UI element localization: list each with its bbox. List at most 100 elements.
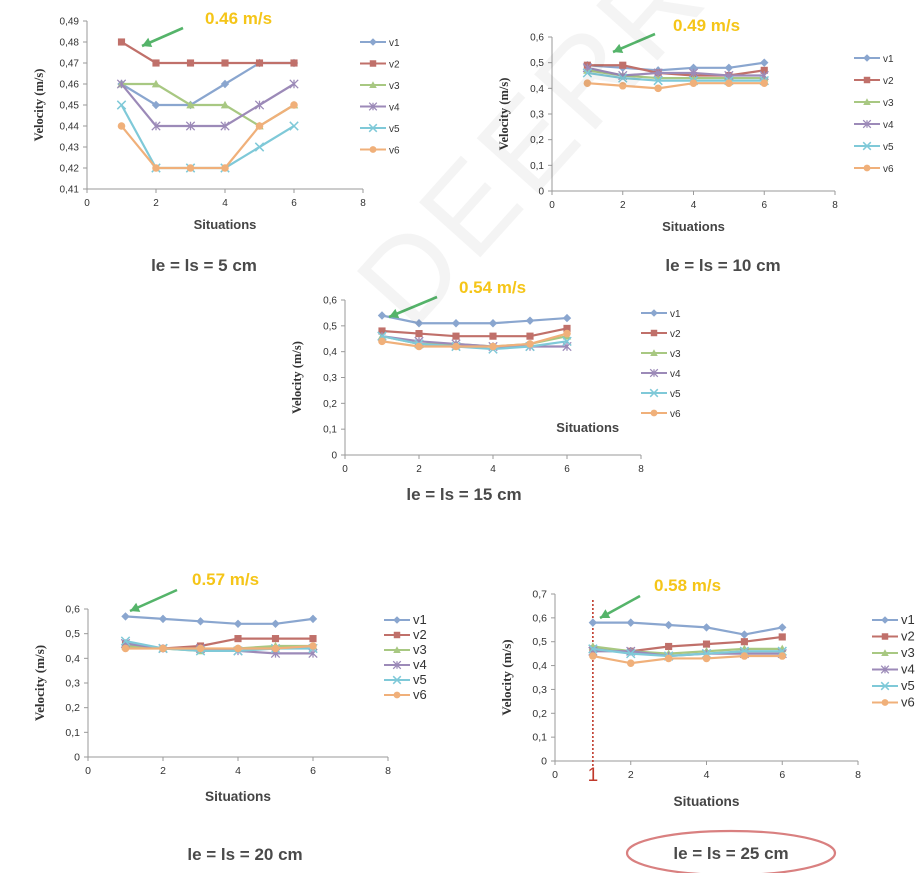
data-point bbox=[588, 642, 598, 650]
chart-caption: le = ls = 5 cm bbox=[151, 256, 257, 275]
legend-label: v1 bbox=[413, 612, 427, 627]
data-point bbox=[778, 623, 787, 632]
data-point bbox=[221, 164, 229, 172]
data-point bbox=[415, 330, 423, 338]
data-point bbox=[626, 618, 635, 627]
x-tick-label: 4 bbox=[704, 769, 710, 781]
data-point bbox=[451, 319, 461, 328]
x-tick-label: 4 bbox=[222, 198, 228, 209]
y-tick-label: 0,1 bbox=[532, 732, 547, 744]
series-line bbox=[592, 621, 783, 636]
x-tick-label: 8 bbox=[832, 200, 838, 211]
series-line bbox=[381, 335, 568, 351]
legend-item: v4 bbox=[641, 368, 681, 380]
y-tick-label: 0,4 bbox=[65, 653, 80, 665]
legend-label: v3 bbox=[670, 349, 681, 360]
series-v6 bbox=[117, 101, 298, 172]
y-tick-label: 0,49 bbox=[60, 17, 80, 28]
data-point bbox=[618, 73, 628, 83]
legend-label: v2 bbox=[883, 76, 894, 87]
chart-panel: 0 0,1 0,2 0,3 0,4 0,5 0,6 0 2 4 6 8 Velocity (m/s) Si… bbox=[497, 16, 894, 275]
legend-label: v1 bbox=[670, 309, 681, 320]
data-point bbox=[618, 81, 627, 90]
x-tick-label: 2 bbox=[416, 464, 422, 475]
data-point bbox=[740, 630, 749, 639]
legend-swatch-marker bbox=[369, 60, 377, 67]
legend-label: v5 bbox=[883, 142, 894, 153]
x-tick-label: 8 bbox=[360, 198, 366, 209]
annotation-arrowhead bbox=[142, 37, 153, 47]
chart-caption: le = ls = 20 cm bbox=[187, 845, 302, 864]
data-point bbox=[378, 327, 386, 335]
legend-swatch-marker bbox=[368, 123, 378, 133]
legend-swatch-marker bbox=[863, 164, 871, 172]
data-point bbox=[562, 336, 572, 347]
data-point bbox=[525, 316, 535, 325]
y-axis-label: Velocity (m/s) bbox=[32, 645, 47, 721]
legend-swatch-marker bbox=[368, 102, 378, 111]
chart-panel: 0 0,1 0,2 0,3 0,4 0,5 0,6 0 2 4 6 8 Velocity (m/s) Si… bbox=[32, 570, 427, 864]
series-v1 bbox=[588, 618, 787, 639]
x-tick-label: 8 bbox=[385, 765, 391, 777]
legend-swatch-marker bbox=[650, 349, 658, 357]
y-tick-label: 0,2 bbox=[532, 708, 547, 720]
legend-swatch-marker bbox=[393, 631, 401, 639]
legend-swatch-marker bbox=[881, 649, 889, 657]
data-point bbox=[415, 342, 423, 351]
data-point bbox=[121, 644, 130, 653]
data-point bbox=[308, 614, 318, 624]
annotation-arrowhead bbox=[600, 609, 611, 619]
y-tick-label: 0,3 bbox=[65, 678, 80, 690]
legend-swatch-marker bbox=[392, 675, 402, 685]
legend-item: v1 bbox=[854, 54, 894, 65]
data-point bbox=[452, 342, 460, 351]
data-point bbox=[121, 612, 130, 621]
data-point bbox=[589, 652, 597, 660]
chart-caption: le = ls = 15 cm bbox=[406, 485, 521, 504]
legend-item: v4 bbox=[384, 657, 427, 672]
y-axis-label: Velocity (m/s) bbox=[290, 341, 304, 414]
legend-swatch-marker bbox=[881, 616, 889, 624]
data-point bbox=[186, 59, 195, 67]
legend-label: v2 bbox=[413, 627, 427, 642]
legend-label: v3 bbox=[901, 645, 915, 660]
legend-swatch-marker bbox=[649, 368, 659, 378]
data-point bbox=[151, 121, 161, 131]
chart-panel: 0,41 0,42 0,43 0,44 0,45 0,46 0,47 0,48 0,49 0 2 4 6… bbox=[32, 9, 400, 275]
annotation-value: 0.49 m/s bbox=[673, 16, 740, 35]
data-point bbox=[689, 79, 698, 87]
data-point bbox=[151, 100, 161, 110]
y-tick-label: 0,45 bbox=[60, 101, 80, 112]
legend-item: v5 bbox=[641, 388, 681, 400]
legend-label: v6 bbox=[883, 164, 894, 175]
legend-item: v4 bbox=[360, 102, 400, 114]
legend-swatch-marker bbox=[880, 665, 890, 674]
series-v6 bbox=[583, 79, 769, 93]
legend-item: v5 bbox=[384, 672, 427, 687]
legend-item: v2 bbox=[360, 60, 400, 71]
series-v6 bbox=[378, 329, 571, 351]
y-axis-label: Velocity (m/s) bbox=[499, 639, 514, 715]
legend-label: v6 bbox=[670, 409, 681, 420]
data-point bbox=[289, 79, 299, 89]
annotation-value: 0.58 m/s bbox=[654, 576, 721, 595]
legend-label: v4 bbox=[901, 662, 915, 677]
data-point bbox=[664, 620, 673, 630]
data-point bbox=[583, 79, 592, 87]
legend-label: v2 bbox=[901, 629, 915, 644]
y-tick-label: 0,6 bbox=[323, 296, 337, 307]
series-line bbox=[587, 66, 765, 77]
y-tick-label: 0,3 bbox=[530, 110, 544, 121]
legend-item: v5 bbox=[360, 123, 400, 135]
legend-label: v5 bbox=[389, 124, 400, 135]
legend-swatch-marker bbox=[392, 660, 402, 670]
legend-label: v4 bbox=[670, 369, 681, 380]
data-point bbox=[377, 311, 387, 320]
data-point bbox=[702, 654, 711, 663]
data-point bbox=[526, 332, 534, 340]
x-axis-label: Situations bbox=[674, 794, 740, 809]
y-tick-label: 0,46 bbox=[60, 80, 80, 91]
